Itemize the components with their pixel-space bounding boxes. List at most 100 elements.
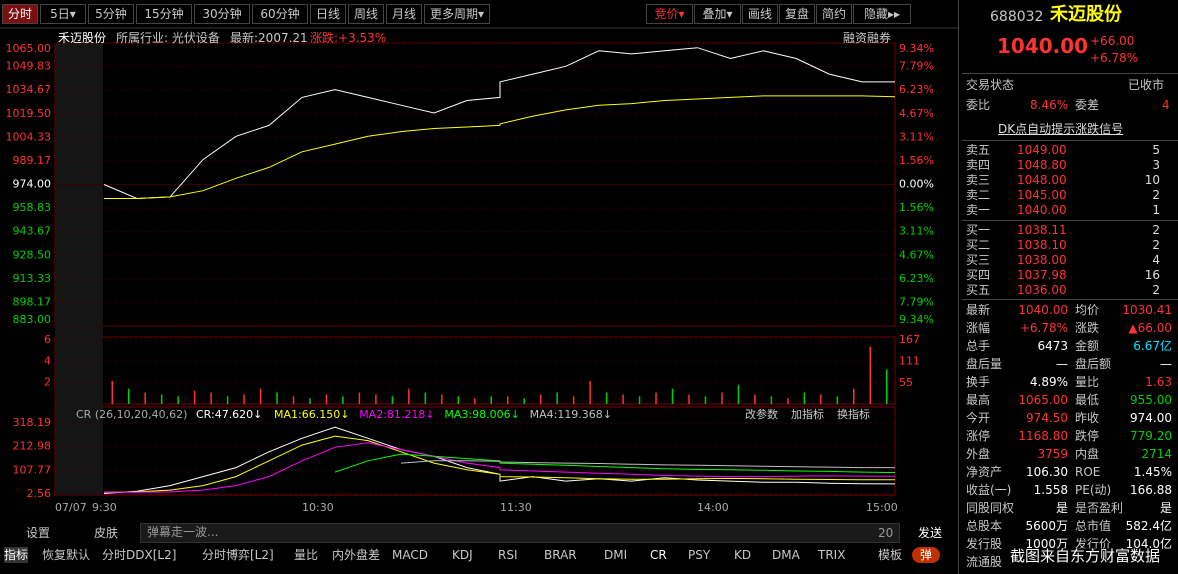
- indicator-line: [104, 442, 896, 493]
- book-volume: 2: [1152, 238, 1160, 252]
- toolbar-button[interactable]: 日线: [310, 4, 346, 24]
- tab[interactable]: 分时博弈[L2]: [202, 548, 274, 562]
- stat-value: 是: [1055, 501, 1068, 515]
- stat-label: 涨幅: [966, 321, 991, 335]
- skin[interactable]: 皮肤: [94, 526, 119, 540]
- count: 20: [878, 526, 894, 540]
- y-tick-label: 2: [44, 376, 51, 389]
- tab[interactable]: TRIX: [818, 548, 846, 562]
- tab[interactable]: BRAR: [544, 548, 577, 562]
- stat-label: 是否盈利: [1075, 501, 1124, 515]
- tab[interactable]: CR: [650, 548, 667, 562]
- tab[interactable]: RSI: [498, 548, 518, 562]
- x-tick-label: 10:30: [302, 501, 334, 514]
- change: 涨跌:+3.53%: [310, 31, 387, 45]
- tab[interactable]: 恢复默认: [42, 548, 91, 562]
- tab[interactable]: MACD: [392, 548, 428, 562]
- book-price: 1038.00: [1017, 253, 1067, 267]
- toolbar-button[interactable]: 更多周期▾: [424, 4, 490, 24]
- send[interactable]: 发送: [918, 526, 943, 540]
- tab[interactable]: 弹: [912, 547, 941, 563]
- stat-label: 外盘: [966, 447, 991, 461]
- stat-value: 1040.00: [1018, 303, 1068, 317]
- stat-value: 5600万: [1025, 519, 1068, 533]
- stat-label: ROE: [1075, 465, 1101, 479]
- toolbar-button[interactable]: 5分钟: [88, 4, 134, 24]
- toolbar-button[interactable]: 月线: [386, 4, 422, 24]
- divider: [962, 220, 1178, 221]
- stat-label: 发行股: [966, 537, 1003, 551]
- tab[interactable]: KD: [734, 548, 752, 562]
- toolbar-button[interactable]: 60分钟: [252, 4, 308, 24]
- indicator-button[interactable]: 改参数: [745, 407, 778, 421]
- stat-value: 1168.80: [1018, 429, 1068, 443]
- stat-value: 6473: [1037, 339, 1068, 353]
- divider: [962, 73, 1178, 74]
- indicator-button[interactable]: 换指标: [837, 407, 870, 421]
- tab[interactable]: PSY: [688, 548, 711, 562]
- y-tick-label: 1065.00: [6, 42, 52, 55]
- book-volume: 5: [1152, 143, 1160, 157]
- stat-label: 最低: [1075, 393, 1100, 407]
- tab[interactable]: 模板: [878, 548, 903, 562]
- tab[interactable]: 指标: [4, 547, 29, 563]
- settings[interactable]: 设置: [26, 526, 51, 540]
- tab[interactable]: DMI: [604, 548, 628, 562]
- stat-value: 582.4亿: [1125, 519, 1172, 533]
- y2-tick-label: 4.67%: [899, 107, 934, 120]
- y-tick-label: 6: [44, 333, 51, 346]
- y2-tick-label: 7.79%: [899, 59, 934, 72]
- y-tick-label: 883.00: [13, 313, 52, 326]
- toolbar-button[interactable]: 简约: [816, 4, 852, 24]
- margin: 融资融券: [843, 31, 892, 45]
- stat-label: 最新: [966, 303, 991, 317]
- toolbar-button[interactable]: 5日▾: [40, 4, 86, 24]
- toolbar-button[interactable]: 分时: [2, 4, 38, 24]
- indicator-button[interactable]: 加指标: [791, 407, 824, 421]
- book-label: 买三: [966, 253, 991, 267]
- tab[interactable]: 量比: [294, 548, 319, 562]
- stat-label: 今开: [966, 411, 991, 425]
- label: 委差: [1075, 98, 1100, 112]
- stat-label: 净资产: [966, 465, 1003, 479]
- toolbar-button[interactable]: 周线: [348, 4, 384, 24]
- y-tick-label: 1049.83: [6, 60, 52, 73]
- toolbar-button[interactable]: 隐藏▸▸: [853, 4, 911, 24]
- indicator-line: [400, 460, 896, 469]
- value: 4: [1162, 98, 1170, 112]
- stat-value: +6.78%: [1019, 321, 1068, 335]
- quote-pct: +6.78%: [1090, 51, 1139, 65]
- stat-value: 3759: [1037, 447, 1068, 461]
- tab[interactable]: 内外盘差: [332, 548, 381, 562]
- label: 交易状态: [966, 78, 1015, 92]
- book-label: 买二: [966, 238, 991, 252]
- toolbar-button[interactable]: 30分钟: [194, 4, 250, 24]
- stat-value: 106.30: [1026, 465, 1068, 479]
- quote-price: 1040.00: [997, 34, 1089, 58]
- danmaku-input[interactable]: 弹幕走一波...: [140, 523, 900, 543]
- x-tick-label: 11:30: [500, 501, 532, 514]
- stat-value: 4.89%: [1029, 375, 1068, 389]
- toolbar-button[interactable]: 竞价▾: [646, 4, 693, 24]
- y2-tick-label: 6.23%: [899, 83, 934, 96]
- toolbar-button[interactable]: 叠加▾: [694, 4, 741, 24]
- y2-tick-label: 55: [899, 376, 913, 389]
- x-tick-label: 07/07: [55, 501, 87, 514]
- y2-tick-label: 3.11%: [899, 130, 934, 143]
- book-volume: 2: [1152, 283, 1160, 297]
- tab[interactable]: KDJ: [452, 548, 473, 562]
- toolbar-button[interactable]: 15分钟: [136, 4, 192, 24]
- toolbar-button[interactable]: 画线: [742, 4, 778, 24]
- stock-name: 禾迈股份: [58, 31, 107, 45]
- book-volume: 3: [1152, 158, 1160, 172]
- stat-label: 流通股: [966, 555, 1003, 569]
- y-tick-label: 1034.67: [6, 83, 52, 96]
- stat-label: 总手: [966, 339, 991, 353]
- book-label: 卖三: [966, 173, 991, 187]
- tab[interactable]: 分时DDX[L2]: [102, 548, 177, 562]
- value: 已收市: [1128, 78, 1165, 92]
- toolbar-button[interactable]: 复盘: [779, 4, 815, 24]
- y2-tick-label: 1.56%: [899, 154, 934, 167]
- x-tick-label: 15:00: [866, 501, 898, 514]
- tab[interactable]: DMA: [772, 548, 800, 562]
